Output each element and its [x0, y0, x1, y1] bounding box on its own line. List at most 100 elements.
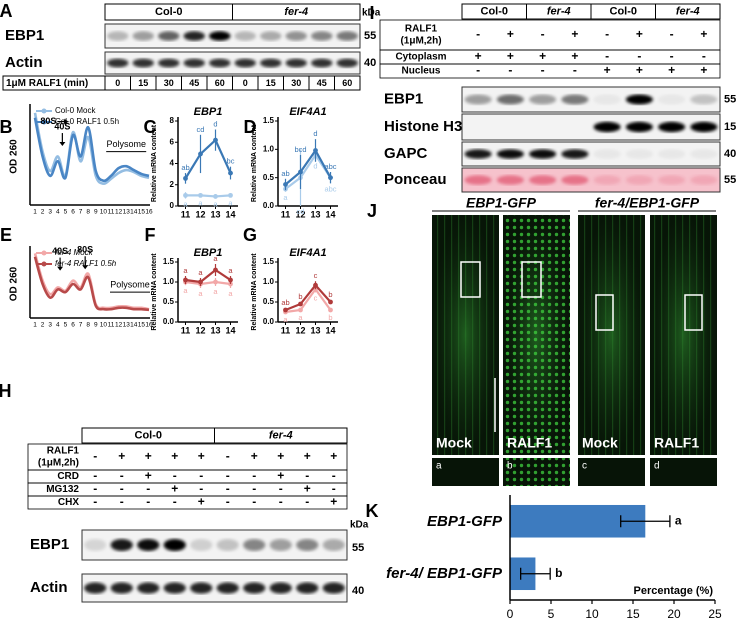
- x-tick-label: 15: [626, 607, 640, 621]
- row-label: (1μM,2h): [38, 458, 79, 469]
- y-axis-label: Relative mRNA content: [251, 253, 258, 331]
- significance-label: a: [283, 315, 288, 324]
- x-tick-label: 0: [507, 607, 514, 621]
- condition-mark: +: [507, 49, 514, 63]
- treatment-label: Mock: [582, 435, 618, 451]
- legend-marker: [41, 108, 47, 114]
- series-line: [284, 148, 332, 186]
- significance-label: a: [283, 193, 288, 202]
- group-label: Col-0: [155, 6, 183, 18]
- significance-label: b: [555, 566, 562, 580]
- annotation: 40S: [54, 121, 70, 131]
- blot-band: [625, 94, 653, 105]
- condition-mark: -: [670, 49, 674, 63]
- blot-band: [269, 539, 292, 551]
- condition-mark: +: [304, 449, 311, 463]
- blot-band: [216, 539, 239, 551]
- data-point: [183, 175, 188, 181]
- significance-label: a: [298, 313, 303, 322]
- condition-mark: -: [173, 469, 177, 483]
- condition-mark: -: [93, 495, 97, 509]
- blot-band: [234, 58, 256, 68]
- blot-band: [269, 582, 292, 594]
- significance-label: a: [213, 254, 218, 263]
- data-point: [183, 277, 188, 283]
- annotation: 80S: [40, 116, 56, 126]
- blot-band: [336, 31, 358, 41]
- legend-marker: [41, 250, 47, 256]
- blot-band: [336, 58, 358, 68]
- inset: [432, 458, 499, 486]
- time-label: 45: [189, 78, 199, 88]
- y-axis-label: OD 260: [9, 266, 20, 301]
- condition-mark: +: [539, 49, 546, 63]
- blot-label: EBP1: [5, 27, 44, 44]
- legend-marker: [41, 261, 47, 267]
- condition-mark: -: [279, 495, 283, 509]
- treatment-label: RALF1: [507, 435, 552, 451]
- blot-band: [163, 582, 186, 594]
- data-point: [283, 182, 288, 187]
- treatment-label: 1μM RALF1 (min): [6, 78, 88, 89]
- significance-label: d: [313, 162, 317, 171]
- condition-mark: -: [93, 482, 97, 496]
- significance-label: b: [328, 290, 332, 299]
- data-point: [228, 277, 233, 283]
- condition-mark: -: [226, 449, 230, 463]
- blot-label: Ponceau: [384, 171, 447, 188]
- x-tick-label: 10: [585, 607, 599, 621]
- condition-mark: +: [636, 63, 643, 77]
- group-label: fer-4: [284, 6, 308, 18]
- blot-band: [561, 94, 589, 105]
- y-tick-label: 0.5: [163, 297, 175, 306]
- time-label: 15: [138, 78, 148, 88]
- mw-label: 40: [352, 585, 364, 597]
- row-box: [27, 495, 348, 510]
- fraction-label: 6: [71, 322, 75, 329]
- legend-label: fer-4 Mock: [55, 248, 94, 257]
- blot-band: [625, 121, 653, 133]
- data-point: [283, 307, 288, 313]
- blot-band: [296, 539, 319, 551]
- condition-mark: +: [277, 449, 284, 463]
- inset-label: c: [582, 461, 587, 472]
- y-tick-label: 0.5: [263, 297, 275, 306]
- data-point: [298, 307, 303, 313]
- blot-band: [110, 539, 133, 551]
- y-tick-label: 1.5: [263, 116, 275, 125]
- condition-mark: +: [700, 27, 707, 41]
- x-tick-label: 11: [281, 209, 291, 219]
- annotation: 80S: [77, 245, 93, 255]
- blot-band: [529, 94, 557, 105]
- arrow-head: [82, 265, 89, 270]
- x-tick-label: 5: [548, 607, 555, 621]
- blot-band: [496, 175, 524, 185]
- significance-label: cd: [197, 125, 205, 134]
- blot-band: [137, 582, 160, 594]
- micrograph-cells: [578, 215, 645, 455]
- blot-band: [311, 58, 333, 68]
- x-tick-label: 13: [310, 325, 320, 335]
- mw-label: 55: [352, 542, 364, 554]
- condition-mark: -: [279, 482, 283, 496]
- condition-mark: -: [120, 469, 124, 483]
- condition-mark: -: [541, 63, 545, 77]
- blot-band: [593, 121, 621, 133]
- significance-label: a: [198, 198, 203, 207]
- data-point: [198, 279, 203, 285]
- x-tick-label: 13: [210, 325, 220, 335]
- arrow-head: [57, 266, 64, 271]
- blot-label: EBP1: [384, 90, 423, 107]
- time-label: 30: [291, 78, 301, 88]
- blot-band: [690, 149, 718, 159]
- x-tick-label: 11: [181, 325, 191, 335]
- category-label: fer-4/ EBP1-GFP: [386, 565, 502, 583]
- construct-label: EBP1-GFP: [466, 195, 537, 211]
- data-point: [213, 194, 218, 199]
- annotation: Polysome: [106, 139, 146, 149]
- arrow-head: [59, 142, 66, 147]
- blot-band: [163, 539, 186, 551]
- blot-band: [658, 175, 686, 185]
- legend-label: fer-4 RALF1 0.5h: [55, 259, 117, 268]
